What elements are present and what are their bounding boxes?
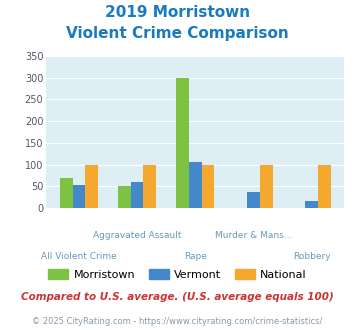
Bar [60, 178, 72, 208]
Text: Robbery: Robbery [293, 252, 331, 261]
Bar [305, 201, 318, 208]
Bar [247, 192, 260, 208]
Bar [202, 165, 214, 208]
Text: Compared to U.S. average. (U.S. average equals 100): Compared to U.S. average. (U.S. average … [21, 292, 334, 302]
Bar [85, 165, 98, 208]
Bar [72, 185, 85, 208]
Text: Rape: Rape [184, 252, 207, 261]
Bar [118, 186, 131, 208]
Text: Violent Crime Comparison: Violent Crime Comparison [66, 26, 289, 41]
Bar [176, 78, 189, 208]
Legend: Morristown, Vermont, National: Morristown, Vermont, National [44, 265, 311, 284]
Text: Murder & Mans...: Murder & Mans... [215, 231, 292, 240]
Bar [189, 162, 202, 208]
Bar [131, 182, 143, 208]
Bar [260, 165, 273, 208]
Text: Aggravated Assault: Aggravated Assault [93, 231, 181, 240]
Bar [143, 165, 156, 208]
Bar [318, 165, 331, 208]
Text: © 2025 CityRating.com - https://www.cityrating.com/crime-statistics/: © 2025 CityRating.com - https://www.city… [32, 317, 323, 326]
Text: All Violent Crime: All Violent Crime [41, 252, 117, 261]
Text: 2019 Morristown: 2019 Morristown [105, 5, 250, 20]
